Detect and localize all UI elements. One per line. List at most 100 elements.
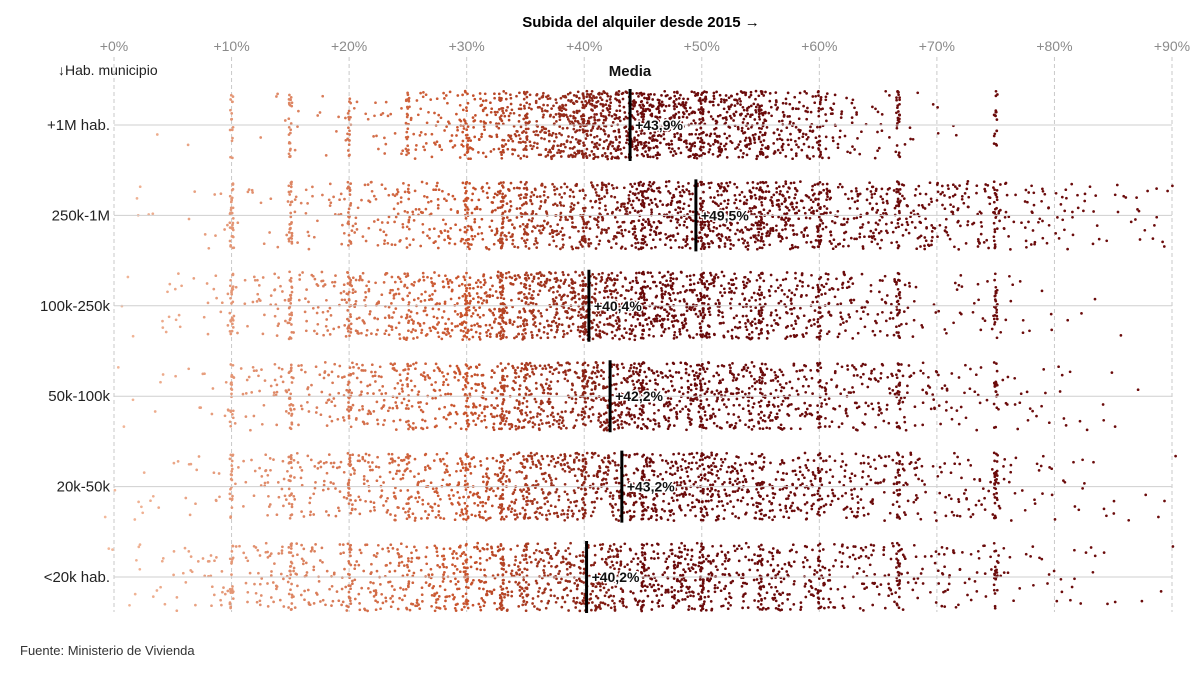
data-point [643, 145, 646, 149]
data-point [375, 134, 378, 138]
data-point [740, 190, 744, 194]
data-point [929, 197, 933, 201]
data-point [478, 338, 482, 341]
data-point [691, 153, 695, 156]
data-point [912, 209, 915, 213]
data-point [520, 299, 524, 303]
data-point [461, 181, 465, 185]
data-point [785, 126, 789, 130]
data-point [572, 127, 576, 131]
data-point [789, 138, 793, 142]
data-point [458, 156, 462, 159]
data-point [257, 284, 261, 287]
data-point [667, 180, 671, 183]
data-point [437, 235, 441, 238]
data-point [540, 107, 544, 111]
data-point [306, 202, 309, 205]
data-point [640, 93, 644, 97]
data-point [524, 301, 528, 304]
data-point [792, 181, 796, 185]
data-point [573, 116, 577, 120]
data-point [634, 101, 638, 104]
data-point [541, 115, 545, 119]
data-point [346, 187, 349, 190]
data-point [814, 197, 817, 201]
data-point [290, 234, 294, 238]
data-point [818, 206, 821, 210]
data-point [547, 150, 550, 154]
data-point [360, 331, 363, 335]
data-point [360, 198, 363, 202]
y-axis-label: ↓Hab. municipio [58, 62, 158, 78]
data-point [743, 239, 747, 242]
data-point [895, 98, 898, 102]
data-point [906, 223, 910, 227]
data-point [574, 270, 577, 274]
data-point [615, 138, 618, 141]
data-point [840, 110, 844, 113]
data-point [637, 134, 640, 137]
data-point [606, 276, 610, 280]
data-point [699, 313, 703, 317]
data-point [770, 324, 773, 328]
data-point [872, 231, 875, 235]
data-point [797, 107, 800, 111]
data-point [718, 322, 722, 325]
data-point [786, 206, 789, 210]
data-point [342, 283, 346, 287]
data-point [554, 132, 558, 136]
data-point [495, 229, 499, 233]
data-point [581, 92, 585, 95]
data-point [463, 313, 467, 317]
data-point [754, 306, 758, 310]
data-point [413, 189, 417, 193]
data-point [841, 286, 844, 290]
data-point [640, 204, 644, 207]
data-point [924, 239, 928, 243]
data-point [691, 210, 695, 214]
data-point [546, 153, 550, 157]
data-point [568, 120, 571, 123]
data-point [287, 184, 291, 188]
data-point [971, 222, 974, 226]
data-point [672, 309, 676, 312]
data-point [898, 113, 901, 117]
data-point [992, 235, 996, 239]
data-point [448, 279, 452, 282]
data-point [598, 138, 602, 141]
data-point [505, 238, 508, 241]
data-point [768, 209, 772, 213]
data-point [446, 280, 450, 284]
data-point [739, 149, 743, 152]
data-point [328, 333, 332, 336]
data-point [903, 283, 907, 287]
data-point [938, 223, 942, 227]
data-point [888, 136, 891, 139]
data-point [605, 188, 609, 192]
data-point [688, 246, 692, 250]
data-point [467, 224, 470, 228]
data-point [590, 129, 593, 132]
data-point [613, 156, 617, 160]
data-point [347, 115, 350, 119]
data-point [614, 113, 618, 117]
data-point [676, 220, 679, 224]
data-point [886, 201, 889, 205]
data-point [720, 147, 723, 151]
data-point [174, 318, 178, 322]
data-point [1105, 239, 1109, 243]
data-point [827, 310, 831, 314]
data-point [274, 303, 278, 306]
data-point [835, 277, 838, 281]
data-point [637, 122, 641, 125]
data-point [566, 118, 570, 121]
data-point [699, 136, 703, 140]
data-point [651, 238, 655, 242]
data-point [511, 283, 515, 286]
data-point [695, 128, 699, 132]
data-point [498, 116, 502, 119]
data-point [657, 232, 661, 235]
data-point [816, 227, 820, 231]
data-point [263, 313, 266, 317]
data-point [529, 301, 533, 305]
